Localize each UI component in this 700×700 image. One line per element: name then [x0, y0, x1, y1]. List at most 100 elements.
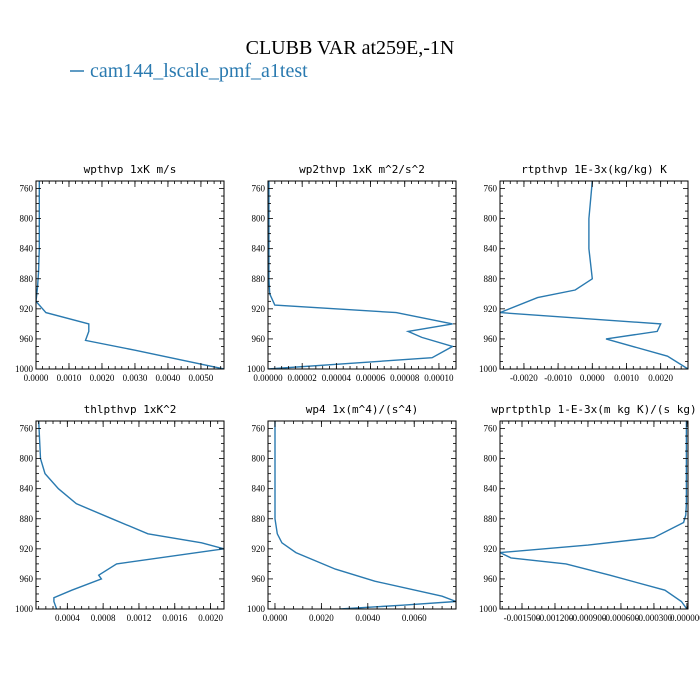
y-tick-label: 800	[484, 214, 498, 224]
x-tick-label: -0.0020	[510, 373, 538, 383]
x-tick-label: -0.001200	[537, 613, 574, 623]
panel-5: wp4 1x(m^4)/(s^4)76080084088092096010000…	[247, 403, 457, 623]
panel-title: wp4 1x(m^4)/(s^4)	[306, 403, 419, 416]
plot-frame	[499, 420, 689, 610]
x-tick-label: 0.0000	[24, 373, 49, 383]
x-tick-label: 0.0020	[309, 613, 334, 623]
x-tick-label: 0.0040	[355, 613, 380, 623]
y-tick-label: 800	[20, 454, 34, 464]
panels: wpthvp 1xK m/s76080084088092096010000.00…	[15, 163, 700, 623]
y-tick-label: 840	[484, 244, 498, 254]
y-tick-label: 840	[20, 244, 34, 254]
x-tick-label: -0.001500	[504, 613, 541, 623]
y-tick-label: 800	[252, 454, 266, 464]
y-tick-label: 800	[20, 214, 34, 224]
series-line	[500, 421, 688, 609]
panel-title: wprtpthlp 1-E-3x(m kg K)/(s kg)	[491, 403, 696, 416]
x-tick-label: 0.0004	[55, 613, 80, 623]
y-tick-label: 1000	[15, 604, 34, 614]
x-tick-label: 0.0040	[156, 373, 181, 383]
y-tick-label: 760	[20, 424, 34, 434]
panel-3: rtpthvp 1E-3x(kg/kg) K 760 800 840 880 920 960…	[479, 163, 689, 383]
y-tick-label: 960	[484, 574, 498, 584]
x-tick-label: -0.000900	[570, 613, 607, 623]
y-tick-label: 760	[484, 184, 498, 194]
x-tick-label: 0.0030	[123, 373, 148, 383]
panel-2: wp2thvp 1xK m^2/s^2 760 800 840 880 920 960 100…	[247, 163, 457, 383]
x-tick-label: 0.0050	[189, 373, 214, 383]
x-tick-label: 0.00008	[390, 373, 420, 383]
panel-title: rtpthvp 1E-3x(kg/kg) K	[521, 163, 667, 176]
y-tick-label: 920	[484, 544, 498, 554]
y-tick-label: 880	[20, 514, 34, 524]
y-tick-label: 920	[484, 304, 498, 314]
y-tick-label: 760	[252, 184, 266, 194]
y-tick-label: 920	[252, 544, 266, 554]
plot-frame	[35, 180, 225, 370]
x-tick-label: 0.0000	[263, 613, 288, 623]
x-tick-label: -0.0010	[544, 373, 572, 383]
y-tick-label: 1000	[247, 604, 266, 614]
panel-title: thlpthvp 1xK^2	[84, 403, 177, 416]
x-tick-label: 0.0012	[127, 613, 152, 623]
x-tick-label: 0.0020	[90, 373, 115, 383]
x-tick-label: -0.000300	[636, 613, 673, 623]
y-tick-label: 800	[252, 214, 266, 224]
x-tick-label: 0.0060	[402, 613, 427, 623]
x-tick-label: 0.00006	[356, 373, 386, 383]
y-tick-label: 920	[20, 544, 34, 554]
y-tick-label: 1000	[247, 364, 266, 374]
panel-4: thlpthvp 1xK^2 760 800 840 880 920 960 1000 0.00…	[15, 403, 225, 623]
y-tick-label: 960	[484, 334, 498, 344]
y-tick-label: 880	[484, 514, 498, 524]
panel-title: wpthvp 1xK m/s	[84, 163, 177, 176]
y-tick-label: 800	[484, 454, 498, 464]
y-tick-label: 840	[252, 484, 266, 494]
y-tick-label: 880	[20, 274, 34, 284]
x-tick-label: 0.00000	[253, 373, 283, 383]
panel-6: wprtpthlp 1-E-3x(m kg K)/(s kg) 760 800 840…	[479, 403, 700, 623]
panel-1: wpthvp 1xK m/s76080084088092096010000.00…	[15, 163, 225, 383]
series-line	[268, 181, 455, 369]
plot-frame	[499, 180, 689, 370]
y-tick-label: 760	[252, 424, 266, 434]
x-tick-label: 0.0000	[580, 373, 605, 383]
plot-frame	[267, 420, 457, 610]
y-tick-label: 880	[252, 514, 266, 524]
y-tick-label: 1000	[479, 604, 498, 614]
y-tick-label: 1000	[15, 364, 34, 374]
y-tick-label: 880	[484, 274, 498, 284]
x-tick-label: 0.0016	[162, 613, 187, 623]
x-tick-label: 0.00010	[424, 373, 454, 383]
y-tick-label: 960	[20, 334, 34, 344]
y-tick-label: 760	[20, 184, 34, 194]
y-tick-label: 840	[484, 484, 498, 494]
series-line	[36, 181, 224, 369]
y-tick-label: 960	[252, 574, 266, 584]
panel-title: wp2thvp 1xK m^2/s^2	[299, 163, 425, 176]
x-tick-label: 0.0008	[91, 613, 116, 623]
y-tick-label: 960	[20, 574, 34, 584]
series-line	[274, 421, 456, 609]
plot-frame	[267, 180, 457, 370]
y-tick-label: 920	[252, 304, 266, 314]
x-tick-label: 0.00004	[322, 373, 352, 383]
plot-frame	[35, 420, 225, 610]
x-tick-label: 0.0020	[648, 373, 673, 383]
y-tick-label: 960	[252, 334, 266, 344]
x-tick-label: 0.0020	[198, 613, 223, 623]
y-tick-label: 920	[20, 304, 34, 314]
series-line	[38, 421, 224, 609]
x-tick-label: 0.0010	[614, 373, 639, 383]
y-tick-label: 840	[252, 244, 266, 254]
y-tick-label: 880	[252, 274, 266, 284]
series-line	[500, 181, 688, 369]
x-tick-label: 0.00002	[288, 373, 317, 383]
x-tick-label: -0.000600	[603, 613, 640, 623]
figure-title: CLUBB VAR at259E,-1N	[246, 37, 455, 59]
y-tick-label: 760	[484, 424, 498, 434]
x-tick-label: 0.0010	[57, 373, 82, 383]
y-tick-label: 840	[20, 484, 34, 494]
